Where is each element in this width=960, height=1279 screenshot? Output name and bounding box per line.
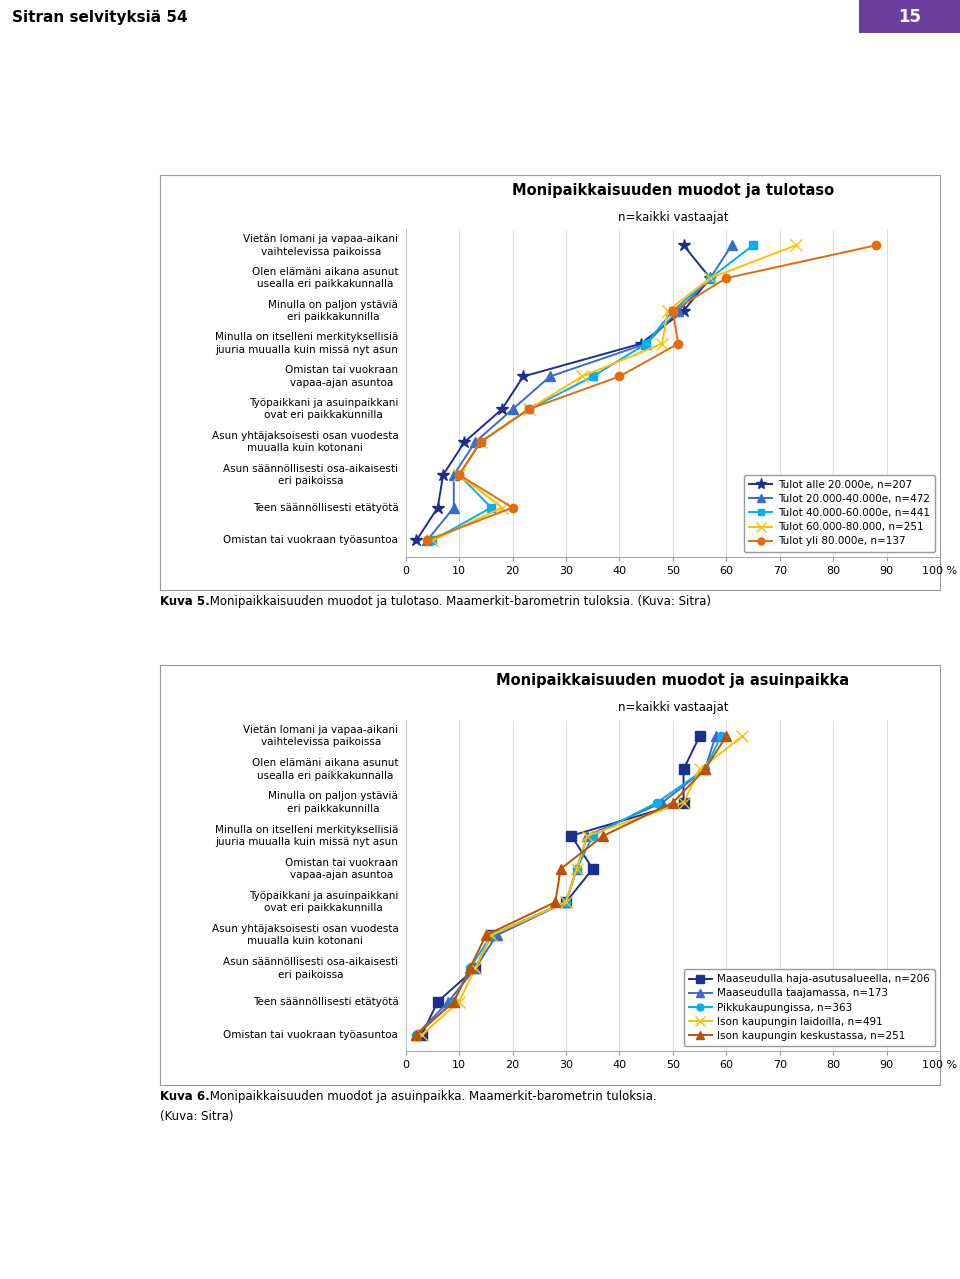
Text: Vietän lomani ja vapaa-aikani
vaihtelevissa paikoissa: Vietän lomani ja vapaa-aikani vaihtelevi…: [243, 234, 398, 257]
Text: Kuva 5.: Kuva 5.: [160, 595, 209, 608]
Text: Vietän lomani ja vapaa-aikani
vaihtelevissa paikoissa: Vietän lomani ja vapaa-aikani vaihtelevi…: [243, 725, 398, 747]
Text: Omistan tai vuokraan työasuntoa: Omistan tai vuokraan työasuntoa: [224, 1030, 398, 1040]
Legend: Tulot alle 20.000e, n=207, Tulot 20.000-40.000e, n=472, Tulot 40.000-60.000e, n=: Tulot alle 20.000e, n=207, Tulot 20.000-…: [744, 475, 935, 551]
Text: Monipaikkaisuuden muodot ja tulotaso: Monipaikkaisuuden muodot ja tulotaso: [512, 183, 834, 198]
Text: Olen elämäni aikana asunut
usealla eri paikkakunnalla: Olen elämäni aikana asunut usealla eri p…: [252, 267, 398, 289]
Text: n=kaikki vastaajat: n=kaikki vastaajat: [617, 701, 728, 714]
Text: 15: 15: [899, 8, 922, 26]
Text: n=kaikki vastaajat: n=kaikki vastaajat: [617, 211, 728, 224]
Text: Omistan tai vuokraan
vapaa-ajan asuntoa: Omistan tai vuokraan vapaa-ajan asuntoa: [285, 366, 398, 388]
Text: Työpaikkani ja asuinpaikkani
ovat eri paikkakunnilla: Työpaikkani ja asuinpaikkani ovat eri pa…: [249, 891, 398, 913]
Text: Työpaikkani ja asuinpaikkani
ovat eri paikkakunnilla: Työpaikkani ja asuinpaikkani ovat eri pa…: [249, 398, 398, 421]
Text: Omistan tai vuokraan työasuntoa: Omistan tai vuokraan työasuntoa: [224, 536, 398, 545]
Text: Minulla on paljon ystäviä
eri paikkakunnilla: Minulla on paljon ystäviä eri paikkakunn…: [269, 792, 398, 813]
Text: Monipaikkaisuuden muodot ja asuinpaikka: Monipaikkaisuuden muodot ja asuinpaikka: [496, 673, 850, 688]
Text: Asun säännöllisesti osa-aikaisesti
eri paikoissa: Asun säännöllisesti osa-aikaisesti eri p…: [224, 463, 398, 486]
Text: Omistan tai vuokraan
vapaa-ajan asuntoa: Omistan tai vuokraan vapaa-ajan asuntoa: [285, 858, 398, 880]
Text: Monipaikkaisuuden muodot ja asuinpaikka. Maamerkit-barometrin tuloksia.: Monipaikkaisuuden muodot ja asuinpaikka.…: [206, 1090, 657, 1102]
Text: Minulla on paljon ystäviä
eri paikkakunnilla: Minulla on paljon ystäviä eri paikkakunn…: [269, 299, 398, 322]
Text: Minulla on itselleni merkityksellisiä
juuria muualla kuin missä nyt asun: Minulla on itselleni merkityksellisiä ju…: [215, 333, 398, 354]
Text: Kuva 6.: Kuva 6.: [160, 1090, 209, 1102]
Text: Monipaikkaisuuden muodot ja tulotaso. Maamerkit-barometrin tuloksia. (Kuva: Sitr: Monipaikkaisuuden muodot ja tulotaso. Ma…: [206, 595, 711, 608]
Text: Teen säännöllisesti etätyötä: Teen säännöllisesti etätyötä: [252, 996, 398, 1007]
Text: Asun säännöllisesti osa-aikaisesti
eri paikoissa: Asun säännöllisesti osa-aikaisesti eri p…: [224, 957, 398, 980]
Text: Asun yhtäjaksoisesti osan vuodesta
muualla kuin kotonani: Asun yhtäjaksoisesti osan vuodesta muual…: [211, 431, 398, 453]
Text: Sitran selvityksiä 54: Sitran selvityksiä 54: [12, 10, 187, 26]
Text: Teen säännöllisesti etätyötä: Teen säännöllisesti etätyötä: [252, 503, 398, 513]
Text: Minulla on itselleni merkityksellisiä
juuria muualla kuin missä nyt asun: Minulla on itselleni merkityksellisiä ju…: [215, 825, 398, 847]
Text: (Kuva: Sitra): (Kuva: Sitra): [160, 1110, 233, 1123]
Text: Olen elämäni aikana asunut
usealla eri paikkakunnalla: Olen elämäni aikana asunut usealla eri p…: [252, 758, 398, 780]
Legend: Maaseudulla haja-asutusalueella, n=206, Maaseudulla taajamassa, n=173, Pikkukaup: Maaseudulla haja-asutusalueella, n=206, …: [684, 969, 935, 1046]
Text: Asun yhtäjaksoisesti osan vuodesta
muualla kuin kotonani: Asun yhtäjaksoisesti osan vuodesta muual…: [211, 923, 398, 946]
